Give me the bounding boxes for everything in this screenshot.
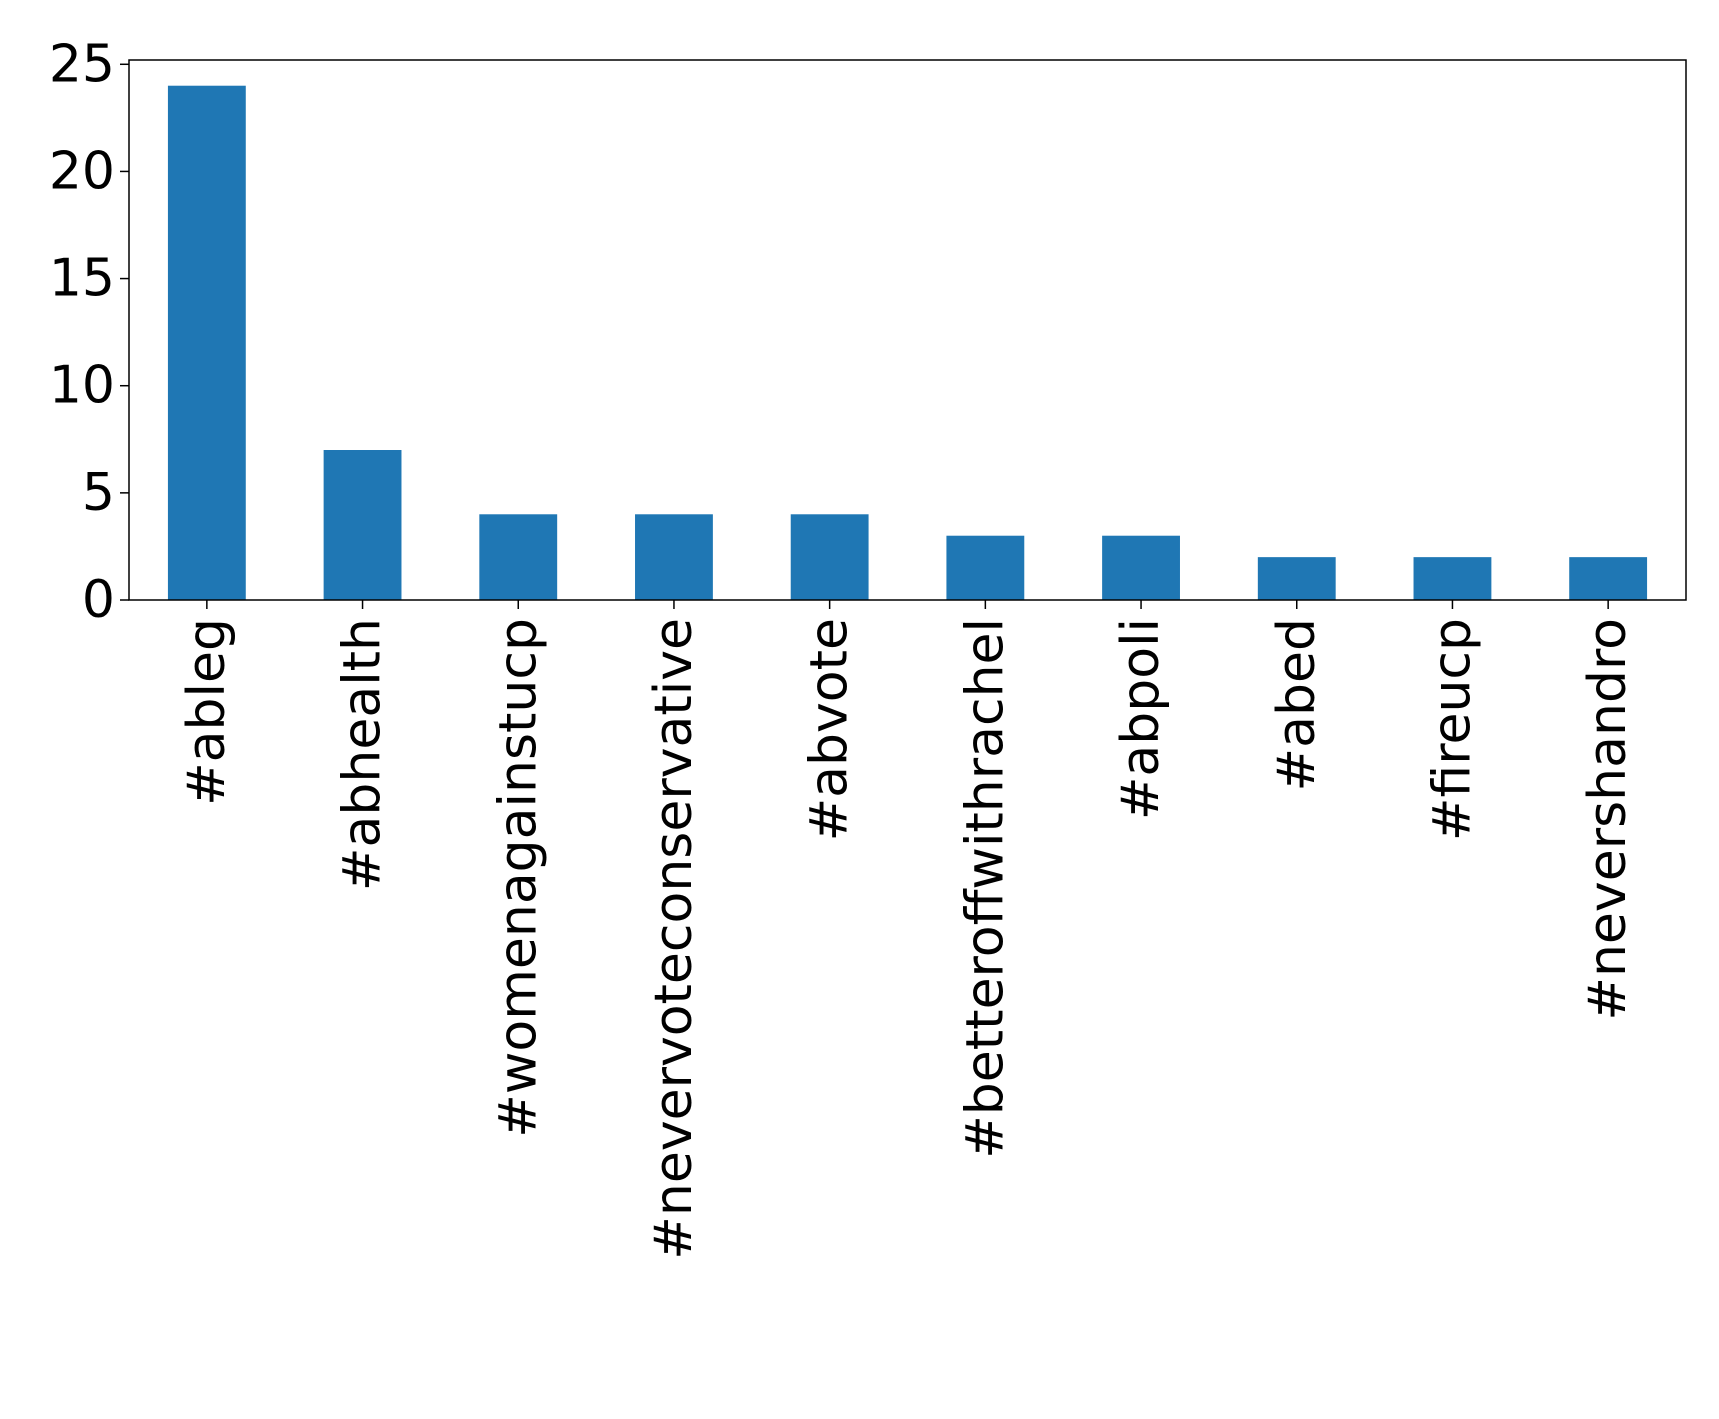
y-tick-label: 0 — [82, 570, 115, 630]
bar-womenagainstucp — [479, 514, 558, 600]
x-tick-label: #abed — [1267, 618, 1327, 791]
bar-betteroffwithrachel — [946, 535, 1025, 600]
bar-abed — [1257, 557, 1336, 600]
y-tick-label: 15 — [49, 249, 115, 309]
y-tick-label: 10 — [49, 356, 115, 416]
bar-fireucp — [1413, 557, 1492, 600]
bar-abhealth — [323, 450, 402, 600]
y-tick-label: 25 — [49, 34, 115, 94]
x-tick-label: #abvote — [800, 618, 860, 841]
bar-abpoli — [1102, 535, 1180, 600]
bar-ableg — [167, 85, 246, 600]
bar-abvote — [790, 514, 869, 600]
y-axis: 0 5 10 15 20 25 — [49, 34, 129, 630]
x-tick-label: #nevervoteconservative — [644, 618, 704, 1260]
x-tick-label: #ableg — [177, 618, 237, 806]
x-tick-label: #abpoli — [1111, 618, 1171, 820]
x-tick-label: #abhealth — [333, 618, 393, 891]
x-axis: #ableg #abhealth #womenagainstucp #nevervot… — [177, 600, 1638, 1260]
bar-nevershandro — [1569, 557, 1648, 600]
x-tick-label: #nevershandro — [1578, 618, 1638, 1021]
bar-nevervoteconservative — [635, 514, 713, 600]
x-tick-label: #betteroffwithrachel — [955, 618, 1015, 1159]
x-tick-label: #fireucp — [1422, 618, 1482, 841]
bars — [167, 85, 1648, 600]
y-tick-label: 20 — [49, 141, 115, 201]
y-tick-label: 5 — [82, 463, 115, 523]
plot-frame — [128, 59, 1687, 601]
x-tick-label: #womenagainstucp — [488, 618, 548, 1138]
